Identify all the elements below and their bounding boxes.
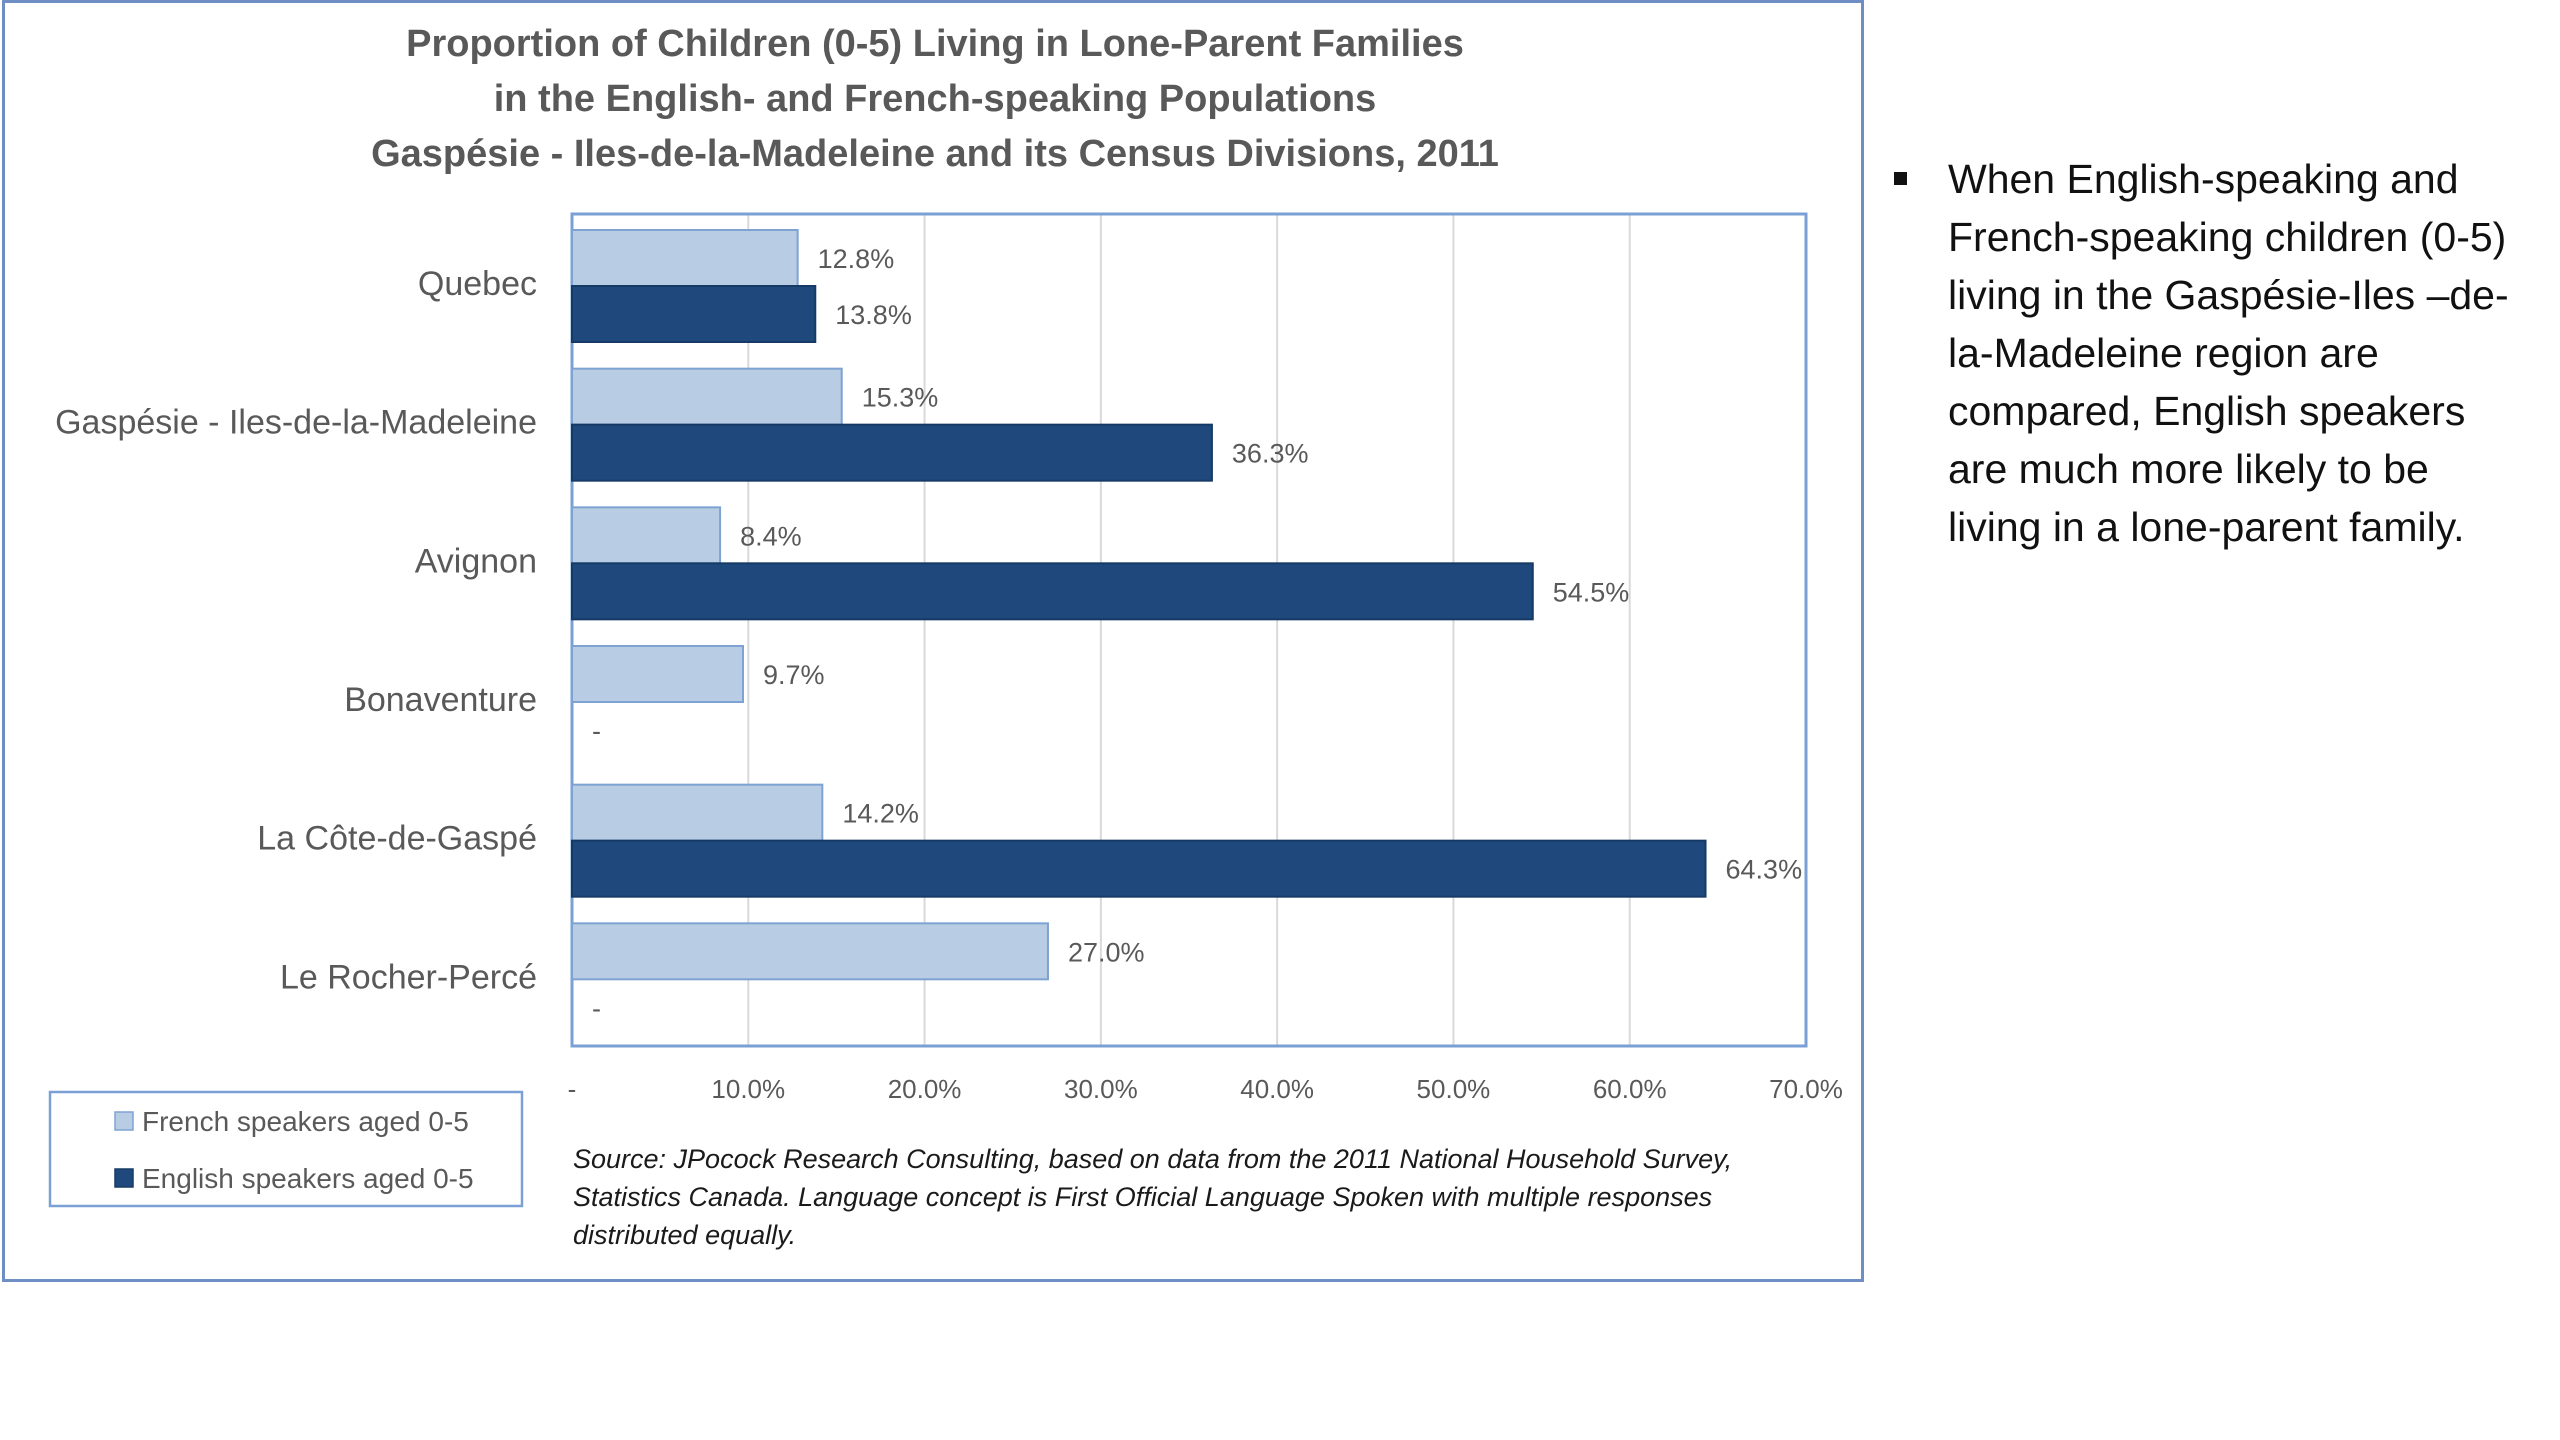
lone-parent-bar-chart: Proportion of Children (0-5) Living in L… xyxy=(48,23,1843,1250)
data-label-english-4: 64.3% xyxy=(1726,855,1803,885)
source-note-line-3: distributed equally. xyxy=(573,1220,796,1250)
x-tick-label-0: - xyxy=(568,1074,577,1104)
x-tick-label-3: 30.0% xyxy=(1064,1074,1138,1104)
legend-swatch-french xyxy=(114,1111,134,1131)
data-label-french-1: 15.3% xyxy=(862,383,939,413)
category-label-1: Gaspésie - Iles-de-la-Madeleine xyxy=(55,404,537,442)
category-label-2: Avignon xyxy=(415,542,537,580)
plot-area-border xyxy=(570,212,1808,1048)
notes-list: When English-speaking and French-speaking… xyxy=(1888,150,2548,556)
legend-label-english: English speakers aged 0-5 xyxy=(142,1163,474,1194)
category-label-0: Quebec xyxy=(418,265,537,303)
note-line: compared, English speakers xyxy=(1948,388,2466,434)
bar-english-1 xyxy=(571,423,1213,482)
data-label-english-0: 13.8% xyxy=(835,300,912,330)
data-label-english-1: 36.3% xyxy=(1232,439,1309,469)
note-line: are much more likely to be xyxy=(1948,446,2429,492)
data-label-french-4: 14.2% xyxy=(842,799,919,829)
source-note-line-2: Statistics Canada. Language concept is F… xyxy=(573,1182,1712,1212)
data-label-french-5: 27.0% xyxy=(1068,937,1145,967)
data-label-english-3: - xyxy=(592,716,601,746)
data-label-french-3: 9.7% xyxy=(763,660,825,690)
chart-title-line-3: Gaspésie - Iles-de-la-Madeleine and its … xyxy=(371,133,1499,175)
data-label-french-2: 8.4% xyxy=(740,521,802,551)
x-tick-label-6: 60.0% xyxy=(1593,1074,1667,1104)
bar-english-0 xyxy=(571,285,817,343)
x-tick-label-2: 20.0% xyxy=(888,1074,962,1104)
data-label-english-5: - xyxy=(592,993,601,1023)
note-line: When English-speaking and xyxy=(1948,156,2459,202)
note-line: living in the Gaspésie-Iles –de- xyxy=(1948,272,2509,318)
chart-title-line-2: in the English- and French-speaking Popu… xyxy=(494,78,1377,120)
bar-french-4 xyxy=(571,783,824,842)
x-tick-label-4: 40.0% xyxy=(1240,1074,1314,1104)
bar-french-1 xyxy=(571,367,843,426)
source-note-line-1: Source: JPocock Research Consulting, bas… xyxy=(573,1144,1732,1174)
category-label-4: La Côte-de-Gaspé xyxy=(257,820,537,858)
category-label-5: Le Rocher-Percé xyxy=(280,958,537,996)
legend-swatch-english xyxy=(114,1168,134,1188)
x-tick-label-7: 70.0% xyxy=(1769,1074,1843,1104)
note-line: la-Madeleine region are xyxy=(1948,330,2379,376)
bar-french-2 xyxy=(571,506,722,565)
bar-english-2 xyxy=(571,562,1534,621)
bar-french-0 xyxy=(571,229,799,287)
bar-english-4 xyxy=(571,839,1707,898)
note-line: living in a lone-parent family. xyxy=(1948,504,2465,550)
note-line: French-speaking children (0-5) xyxy=(1948,214,2507,260)
data-label-english-2: 54.5% xyxy=(1553,577,1630,607)
x-tick-label-5: 50.0% xyxy=(1417,1074,1491,1104)
x-tick-label-1: 10.0% xyxy=(711,1074,785,1104)
bullet-square-icon xyxy=(1894,172,1907,185)
bar-french-3 xyxy=(571,645,744,703)
data-label-french-0: 12.8% xyxy=(818,244,895,274)
chart-title-line-1: Proportion of Children (0-5) Living in L… xyxy=(406,23,1464,65)
category-label-3: Bonaventure xyxy=(344,681,537,719)
legend-label-french: French speakers aged 0-5 xyxy=(142,1106,469,1137)
bar-french-5 xyxy=(571,922,1049,981)
note-item: When English-speaking and French-speaking… xyxy=(1888,150,2548,556)
